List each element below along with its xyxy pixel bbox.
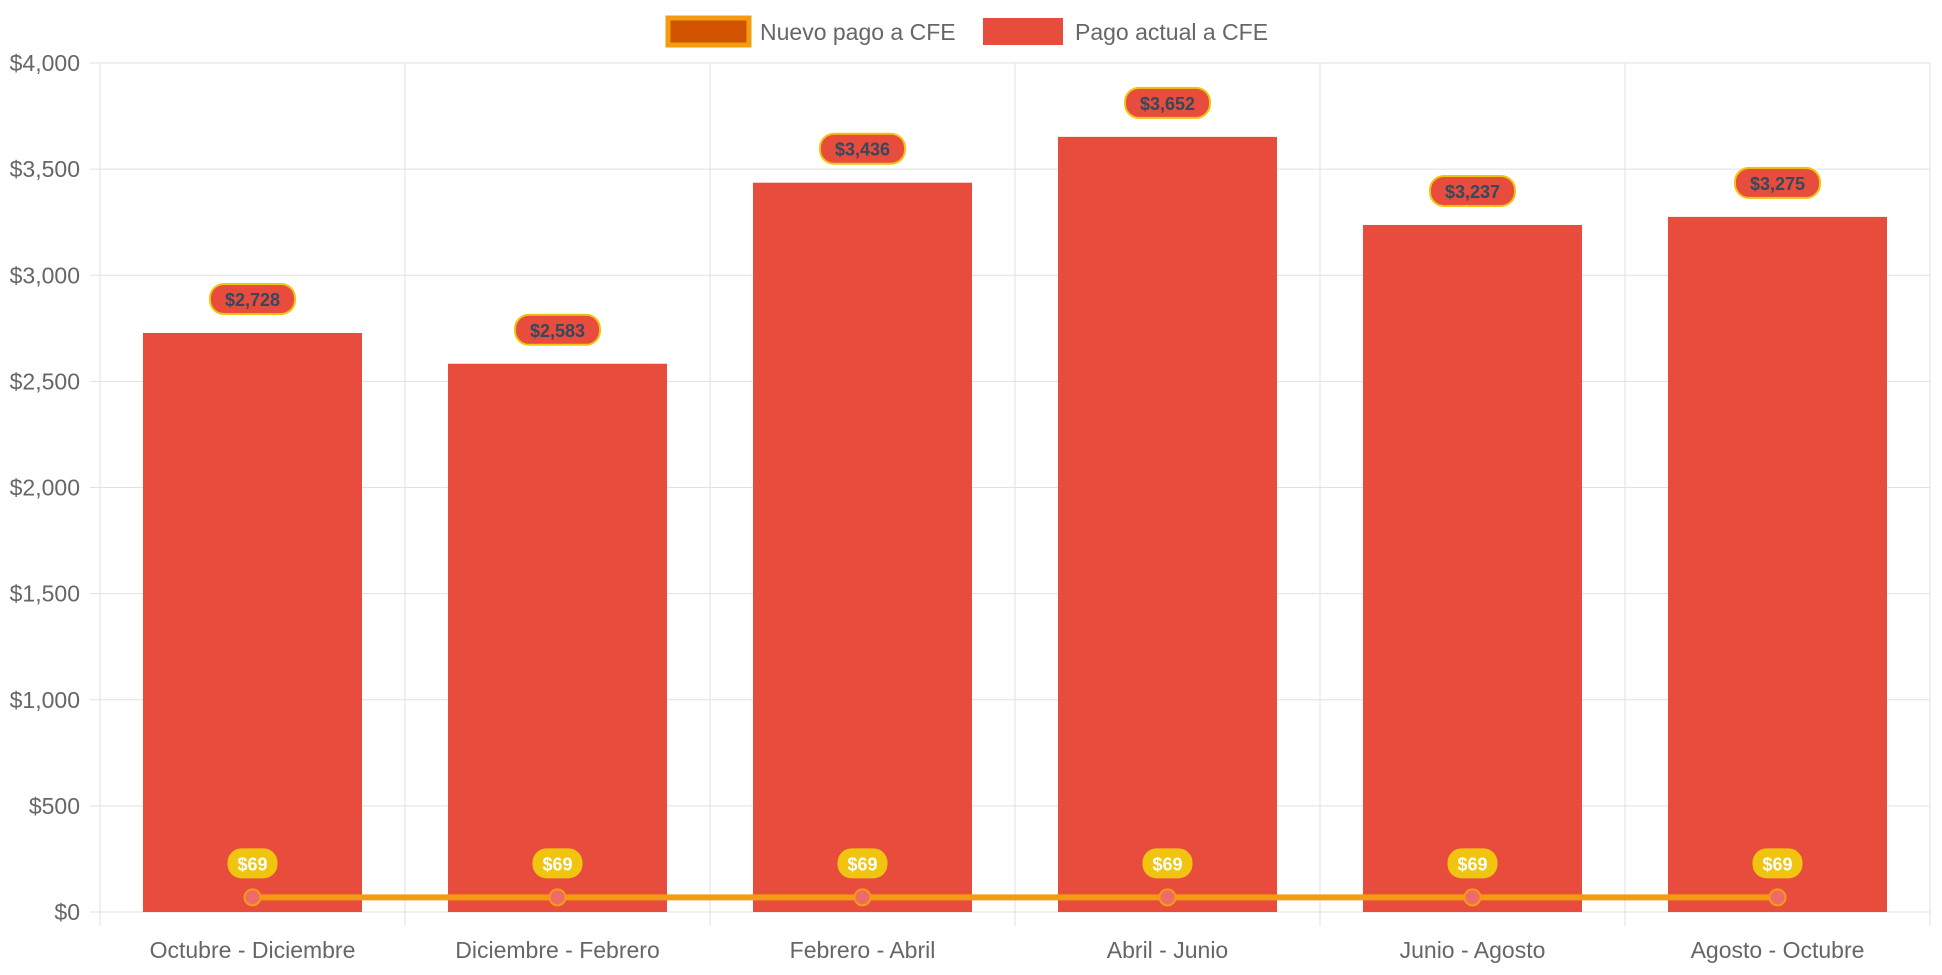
line-data-label: $69: [237, 854, 267, 874]
bar[interactable]: [143, 332, 362, 912]
bar-data-label-bg: [1124, 86, 1211, 119]
line-data-label-bg: [1752, 848, 1803, 879]
y-tick-label: $2,500: [10, 368, 80, 394]
bar[interactable]: [1668, 216, 1887, 913]
y-tick-label: $0: [54, 899, 80, 925]
y-tick-label: $500: [29, 793, 80, 819]
bar[interactable]: [1058, 136, 1277, 912]
x-tick-label: Octubre - Diciembre: [150, 937, 356, 963]
bar-data-label: $2,583: [530, 321, 585, 341]
bar-data-label: $3,237: [1445, 182, 1500, 202]
y-tick-label: $3,500: [10, 156, 80, 182]
line-layer: [243, 888, 1787, 907]
line-data-label: $69: [847, 854, 877, 874]
line-data-label: $69: [1457, 854, 1487, 874]
line-point[interactable]: [853, 888, 872, 907]
bar-layer: [143, 136, 1887, 913]
line-data-label-bg: [1142, 848, 1193, 879]
legend-label-nuevo-pago[interactable]: Nuevo pago a CFE: [760, 19, 956, 45]
bar[interactable]: [753, 182, 972, 913]
line-point[interactable]: [1768, 888, 1787, 907]
line-point[interactable]: [1463, 888, 1482, 907]
y-tick-label: $1,500: [10, 581, 80, 607]
line-point[interactable]: [243, 888, 262, 907]
y-tick-label: $2,000: [10, 475, 80, 501]
line-data-label-bg: [837, 848, 888, 879]
bar-data-label-bg: [1429, 174, 1516, 207]
line-point[interactable]: [1158, 888, 1177, 907]
x-tick-label: Abril - Junio: [1107, 937, 1228, 963]
y-tick-label: $4,000: [10, 50, 80, 76]
x-tick-label: Diciembre - Febrero: [455, 937, 660, 963]
bar-data-label-bg: [819, 132, 906, 165]
bar-data-label: $2,728: [225, 290, 280, 310]
line-data-label-bg: [1447, 848, 1498, 879]
line-data-label: $69: [1152, 854, 1182, 874]
axis-layer: $0 $500 $1,000 $1,500 $2,000 $2,500 $3,000 $3,5…: [10, 50, 1865, 963]
bar-data-label-bg: [514, 313, 601, 346]
x-tick-label: Agosto - Octubre: [1691, 937, 1865, 963]
y-tick-label: $3,000: [10, 262, 80, 288]
x-tick-label: Febrero - Abril: [790, 937, 936, 963]
bar-data-label-bg: [1734, 166, 1821, 199]
x-tick-label: Junio - Agosto: [1400, 937, 1546, 963]
y-tick-label: $1,000: [10, 687, 80, 713]
grid-layer: [90, 62, 1931, 926]
bar-data-label: $3,436: [835, 140, 890, 160]
line-data-label-bg: [227, 848, 278, 879]
bar[interactable]: [448, 363, 667, 912]
legend-swatch-nuevo-pago[interactable]: [665, 15, 752, 48]
legend: Nuevo pago a CFE Pago actual a CFE: [665, 15, 1268, 48]
bar-data-label: $3,275: [1750, 174, 1805, 194]
legend-swatch-pago-actual[interactable]: [983, 18, 1063, 45]
legend-label-pago-actual[interactable]: Pago actual a CFE: [1075, 19, 1268, 45]
bar-data-label: $3,652: [1140, 94, 1195, 114]
line-data-label-bg: [532, 848, 583, 879]
line-data-label: $69: [542, 854, 572, 874]
label-layer: $2,728 $2,583 $3,436 $3,652 $3,237 $3,275 $69 $…: [209, 86, 1821, 879]
line-data-label: $69: [1762, 854, 1792, 874]
line-point[interactable]: [548, 888, 567, 907]
bar-data-label-bg: [209, 282, 296, 315]
bar[interactable]: [1363, 224, 1582, 912]
